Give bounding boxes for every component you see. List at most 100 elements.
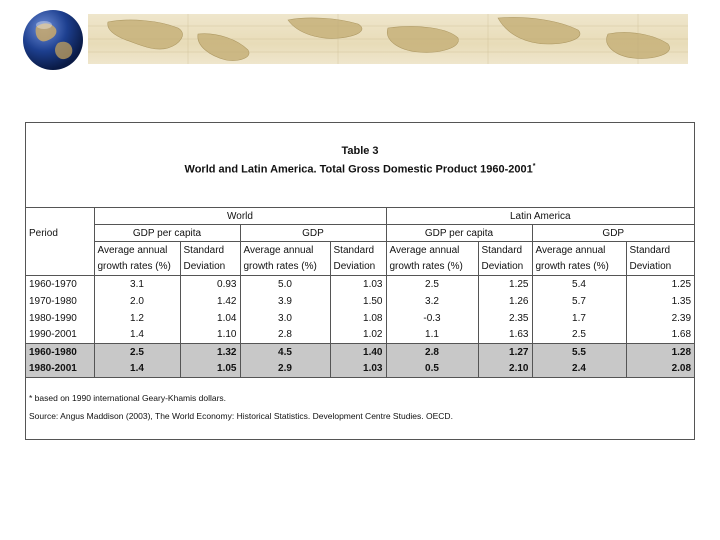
header-avg: Average annual [385, 241, 478, 259]
header-std: Deviation [625, 258, 695, 276]
cell-value: 1.50 [329, 292, 386, 310]
cell-value: 1.08 [329, 309, 386, 327]
cell-value: 2.8 [385, 343, 478, 361]
cell-value: 5.5 [531, 343, 626, 361]
header-period: Period [29, 227, 58, 239]
world-map-banner [88, 14, 688, 64]
cell-period: 1960-1970 [29, 278, 77, 290]
cell-value: 1.03 [329, 360, 386, 378]
cell-value: 2.5 [531, 326, 626, 344]
header-avg: growth rates (%) [385, 258, 478, 276]
header-avg: growth rates (%) [531, 258, 626, 276]
cell-value: 3.9 [239, 292, 330, 310]
header-avg: Average annual [93, 241, 180, 259]
cell-value: 2.5 [385, 275, 478, 293]
cell-value: 2.8 [239, 326, 330, 344]
header-avg: Average annual [239, 241, 330, 259]
cell-value: 2.39 [625, 309, 695, 327]
header-row-measure-2: growth rates (%) Deviation growth rates … [26, 258, 695, 276]
cell-period: 1960-1980 [26, 343, 94, 361]
header-std: Deviation [329, 258, 386, 276]
footnote-mark: * [532, 163, 536, 170]
table-row-summary: 1980-2001 1.4 1.05 2.9 1.03 0.5 2.10 2.4… [26, 360, 695, 378]
header-cell [26, 258, 94, 276]
table-title-area: Table 3 World and Latin America. Total G… [26, 123, 694, 207]
cell-value: 4.5 [239, 343, 330, 361]
cell-value: 3.2 [385, 292, 478, 310]
table-title: Table 3 [341, 145, 379, 157]
header-std: Standard [625, 241, 695, 259]
table-row-summary: 1960-1980 2.5 1.32 4.5 1.40 2.8 1.27 5.5… [26, 343, 695, 361]
header-empty [26, 207, 94, 225]
cell-value: 1.26 [477, 292, 532, 310]
cell-value: 2.08 [625, 360, 695, 378]
cell-value: 1.4 [93, 326, 180, 344]
cell-value: 1.25 [625, 275, 695, 293]
header-world-gdp: GDP [239, 224, 386, 242]
table-row: 1990-2001 1.4 1.10 2.8 1.02 1.1 1.63 2.5… [26, 326, 695, 344]
cell-value: 1.68 [625, 326, 695, 344]
cell-value: 2.4 [531, 360, 626, 378]
header-std: Deviation [179, 258, 240, 276]
cell-value: 2.5 [93, 343, 180, 361]
cell-value: 2.35 [477, 309, 532, 327]
table-row: 1980-1990 1.2 1.04 3.0 1.08 -0.3 2.35 1.… [26, 309, 695, 327]
header-latam-gdp: GDP [531, 224, 695, 242]
cell-value: 0.93 [179, 275, 240, 293]
globe-icon [22, 9, 84, 71]
cell-value: 0.5 [385, 360, 478, 378]
table-frame: Table 3 World and Latin America. Total G… [25, 122, 695, 440]
cell-value: 1.63 [477, 326, 532, 344]
cell-value: 1.25 [477, 275, 532, 293]
cell-value: 2.10 [477, 360, 532, 378]
header-row-sub: Period GDP per capita GDP GDP per capita… [26, 224, 695, 242]
header-world: World [93, 207, 386, 225]
map-illustration [88, 14, 688, 64]
table-subtitle-text: World and Latin America. Total Gross Dom… [184, 163, 533, 176]
cell-value: 1.40 [329, 343, 386, 361]
cell-value: 1.05 [179, 360, 240, 378]
header-cell [26, 242, 94, 259]
cell-value: 1.28 [625, 343, 695, 361]
header-world-gdp-per-capita: GDP per capita [93, 224, 240, 242]
cell-value: 3.1 [93, 275, 180, 293]
cell-value: 5.0 [239, 275, 330, 293]
cell-value: 1.02 [329, 326, 386, 344]
header-std: Standard [477, 241, 532, 259]
cell-value: 2.0 [93, 292, 180, 310]
gdp-table: World Latin America Period GDP per capit… [26, 207, 695, 378]
cell-value: 3.0 [239, 309, 330, 327]
header-row-measure-1: Average annual Standard Average annual S… [26, 241, 695, 259]
table-subtitle: World and Latin America. Total Gross Dom… [26, 163, 694, 176]
header-std: Deviation [477, 258, 532, 276]
cell-value: 1.1 [385, 326, 478, 344]
cell-value: 1.7 [531, 309, 626, 327]
header-row-group: World Latin America [26, 207, 695, 225]
cell-value: -0.3 [385, 309, 478, 327]
cell-value: 1.27 [477, 343, 532, 361]
table-row: 1960-1970 3.1 0.93 5.0 1.03 2.5 1.25 5.4… [26, 275, 695, 293]
cell-value: 1.2 [93, 309, 180, 327]
cell-value: 5.4 [531, 275, 626, 293]
cell-period: 1980-1990 [29, 312, 77, 324]
cell-period: 1970-1980 [29, 295, 77, 307]
header-avg: growth rates (%) [239, 258, 330, 276]
cell-period: 1980-2001 [26, 360, 94, 378]
cell-value: 2.9 [239, 360, 330, 378]
footnote: * based on 1990 international Geary-Kham… [29, 393, 227, 403]
cell-value: 1.42 [179, 292, 240, 310]
cell-value: 5.7 [531, 292, 626, 310]
source-note: Source: Angus Maddison (2003), The World… [29, 411, 453, 421]
cell-value: 1.32 [179, 343, 240, 361]
cell-value: 1.35 [625, 292, 695, 310]
cell-value: 1.4 [93, 360, 180, 378]
header-latam-gdp-per-capita: GDP per capita [385, 224, 532, 242]
header-avg: growth rates (%) [93, 258, 180, 276]
cell-period: 1990-2001 [29, 329, 77, 341]
header-latin-america: Latin America [385, 207, 695, 225]
header-std: Standard [179, 241, 240, 259]
header-avg: Average annual [531, 241, 626, 259]
table-row: 1970-1980 2.0 1.42 3.9 1.50 3.2 1.26 5.7… [26, 292, 695, 310]
cell-value: 1.04 [179, 309, 240, 327]
cell-value: 1.10 [179, 326, 240, 344]
